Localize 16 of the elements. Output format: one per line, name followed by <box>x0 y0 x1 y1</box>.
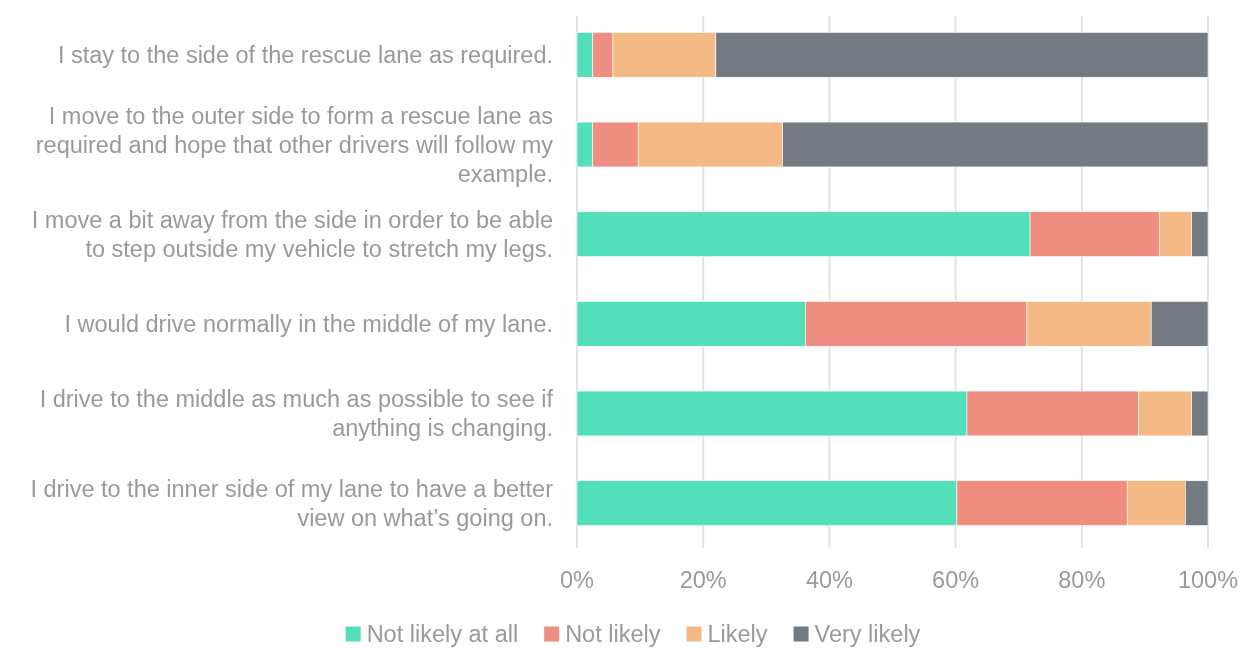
legend-label: Not likely at all <box>366 621 519 647</box>
y-tick-label: I drive to the middle as much as possible to see if anything is changing. <box>39 386 554 441</box>
legend-label: Likely <box>707 621 768 647</box>
x-tick-label: 0% <box>560 567 595 593</box>
x-tick-label: 80% <box>1058 567 1106 593</box>
legend-label: Very likely <box>814 621 921 647</box>
x-tick-label: 40% <box>805 567 854 593</box>
legend-label: Not likely <box>565 621 661 647</box>
x-tick-label: 20% <box>679 567 727 593</box>
x-tick-label: 60% <box>932 567 980 593</box>
x-tick-label: 100% <box>1177 567 1239 593</box>
y-tick-label: I stay to the side of the rescue lane as required. <box>57 41 553 68</box>
y-tick-label: I drive to the inner side of my lane to have a better view on what’s going on. <box>30 475 554 531</box>
y-tick-label: I would drive normally in the middle of my lane. <box>64 310 553 337</box>
y-tick-label: I move a bit away from the side in order to be able to step outside my vehicle to stretch my legs. <box>31 206 553 262</box>
y-tick-label: I move to the outer side to form a rescue lane as required and hope that other drivers will follow my example. <box>35 102 554 187</box>
